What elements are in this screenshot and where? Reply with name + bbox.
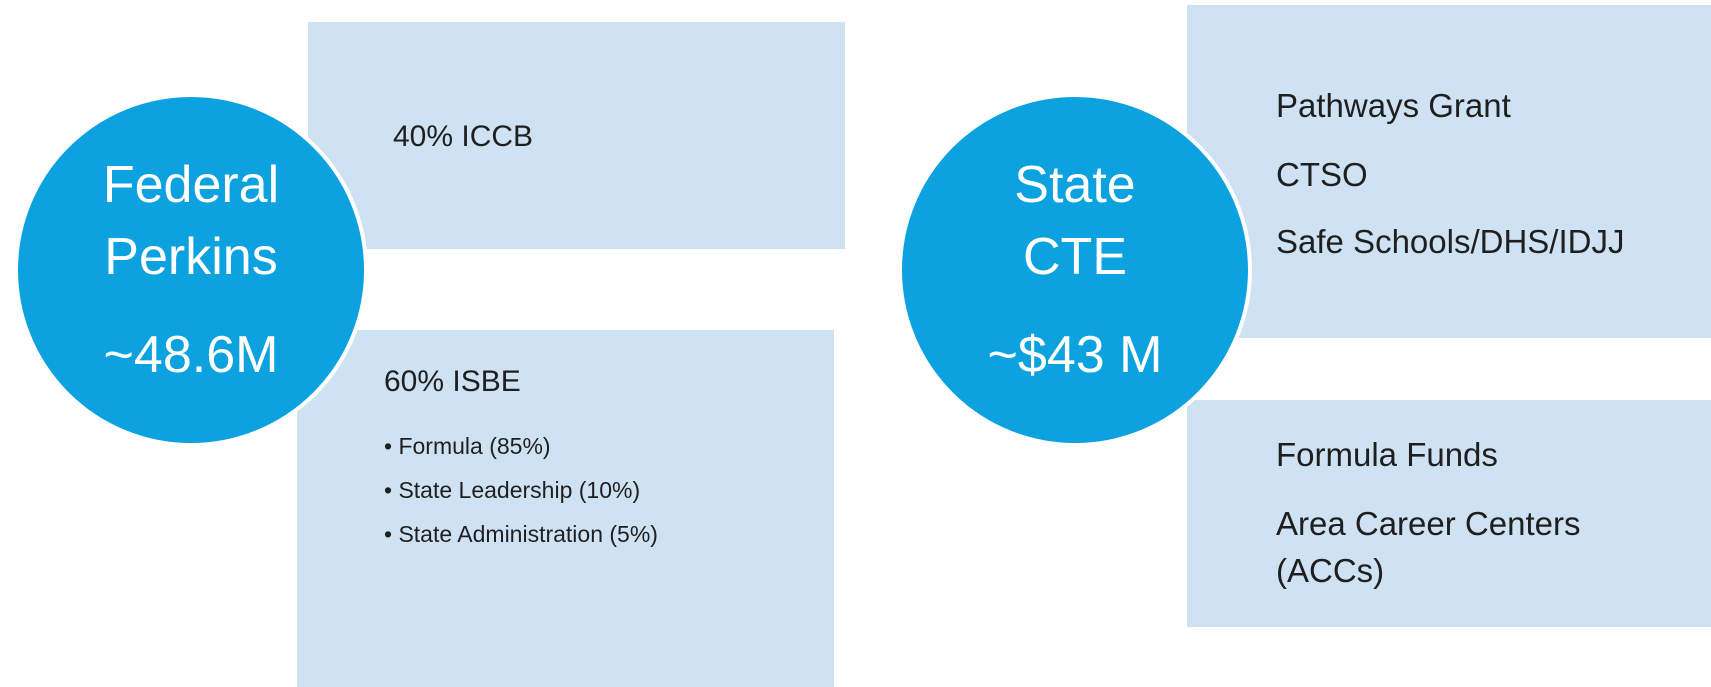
circle-label: State bbox=[1014, 156, 1136, 214]
circle-label: Federal bbox=[102, 156, 280, 214]
iccb-box: 40% ICCB bbox=[308, 22, 845, 249]
box-item: Pathways Grant bbox=[1276, 87, 1511, 124]
federal-circle: Federal Perkins ~48.6M bbox=[14, 93, 368, 447]
isbe-box: 60% ISBE Formula (85%) State Leadership … bbox=[297, 330, 834, 687]
state-box-1: Pathways Grant CTSO Safe Schools/DHS/IDJ… bbox=[1187, 5, 1711, 338]
circle-amount: ~$43 M bbox=[987, 326, 1163, 384]
state-circle: State CTE ~$43 M bbox=[898, 93, 1252, 447]
box-item: Formula Funds bbox=[1276, 436, 1498, 473]
bullet-item: Formula (85%) bbox=[384, 433, 550, 460]
circle-label: Perkins bbox=[104, 228, 278, 286]
box-title: 60% ISBE bbox=[384, 365, 521, 398]
state-box-2: Formula Funds Area Career Centers (ACCs) bbox=[1187, 400, 1711, 627]
box-item: Area Career Centers (ACCs) bbox=[1276, 505, 1581, 589]
circle-label: CTE bbox=[1023, 228, 1127, 286]
box-item: Safe Schools/DHS/IDJJ bbox=[1276, 223, 1625, 260]
box-title: 40% ICCB bbox=[393, 120, 534, 153]
circle-amount: ~48.6M bbox=[103, 326, 279, 384]
bullet-item: State Administration (5%) bbox=[384, 521, 658, 548]
box-item: CTSO bbox=[1276, 156, 1368, 193]
bullet-item: State Leadership (10%) bbox=[384, 477, 640, 504]
